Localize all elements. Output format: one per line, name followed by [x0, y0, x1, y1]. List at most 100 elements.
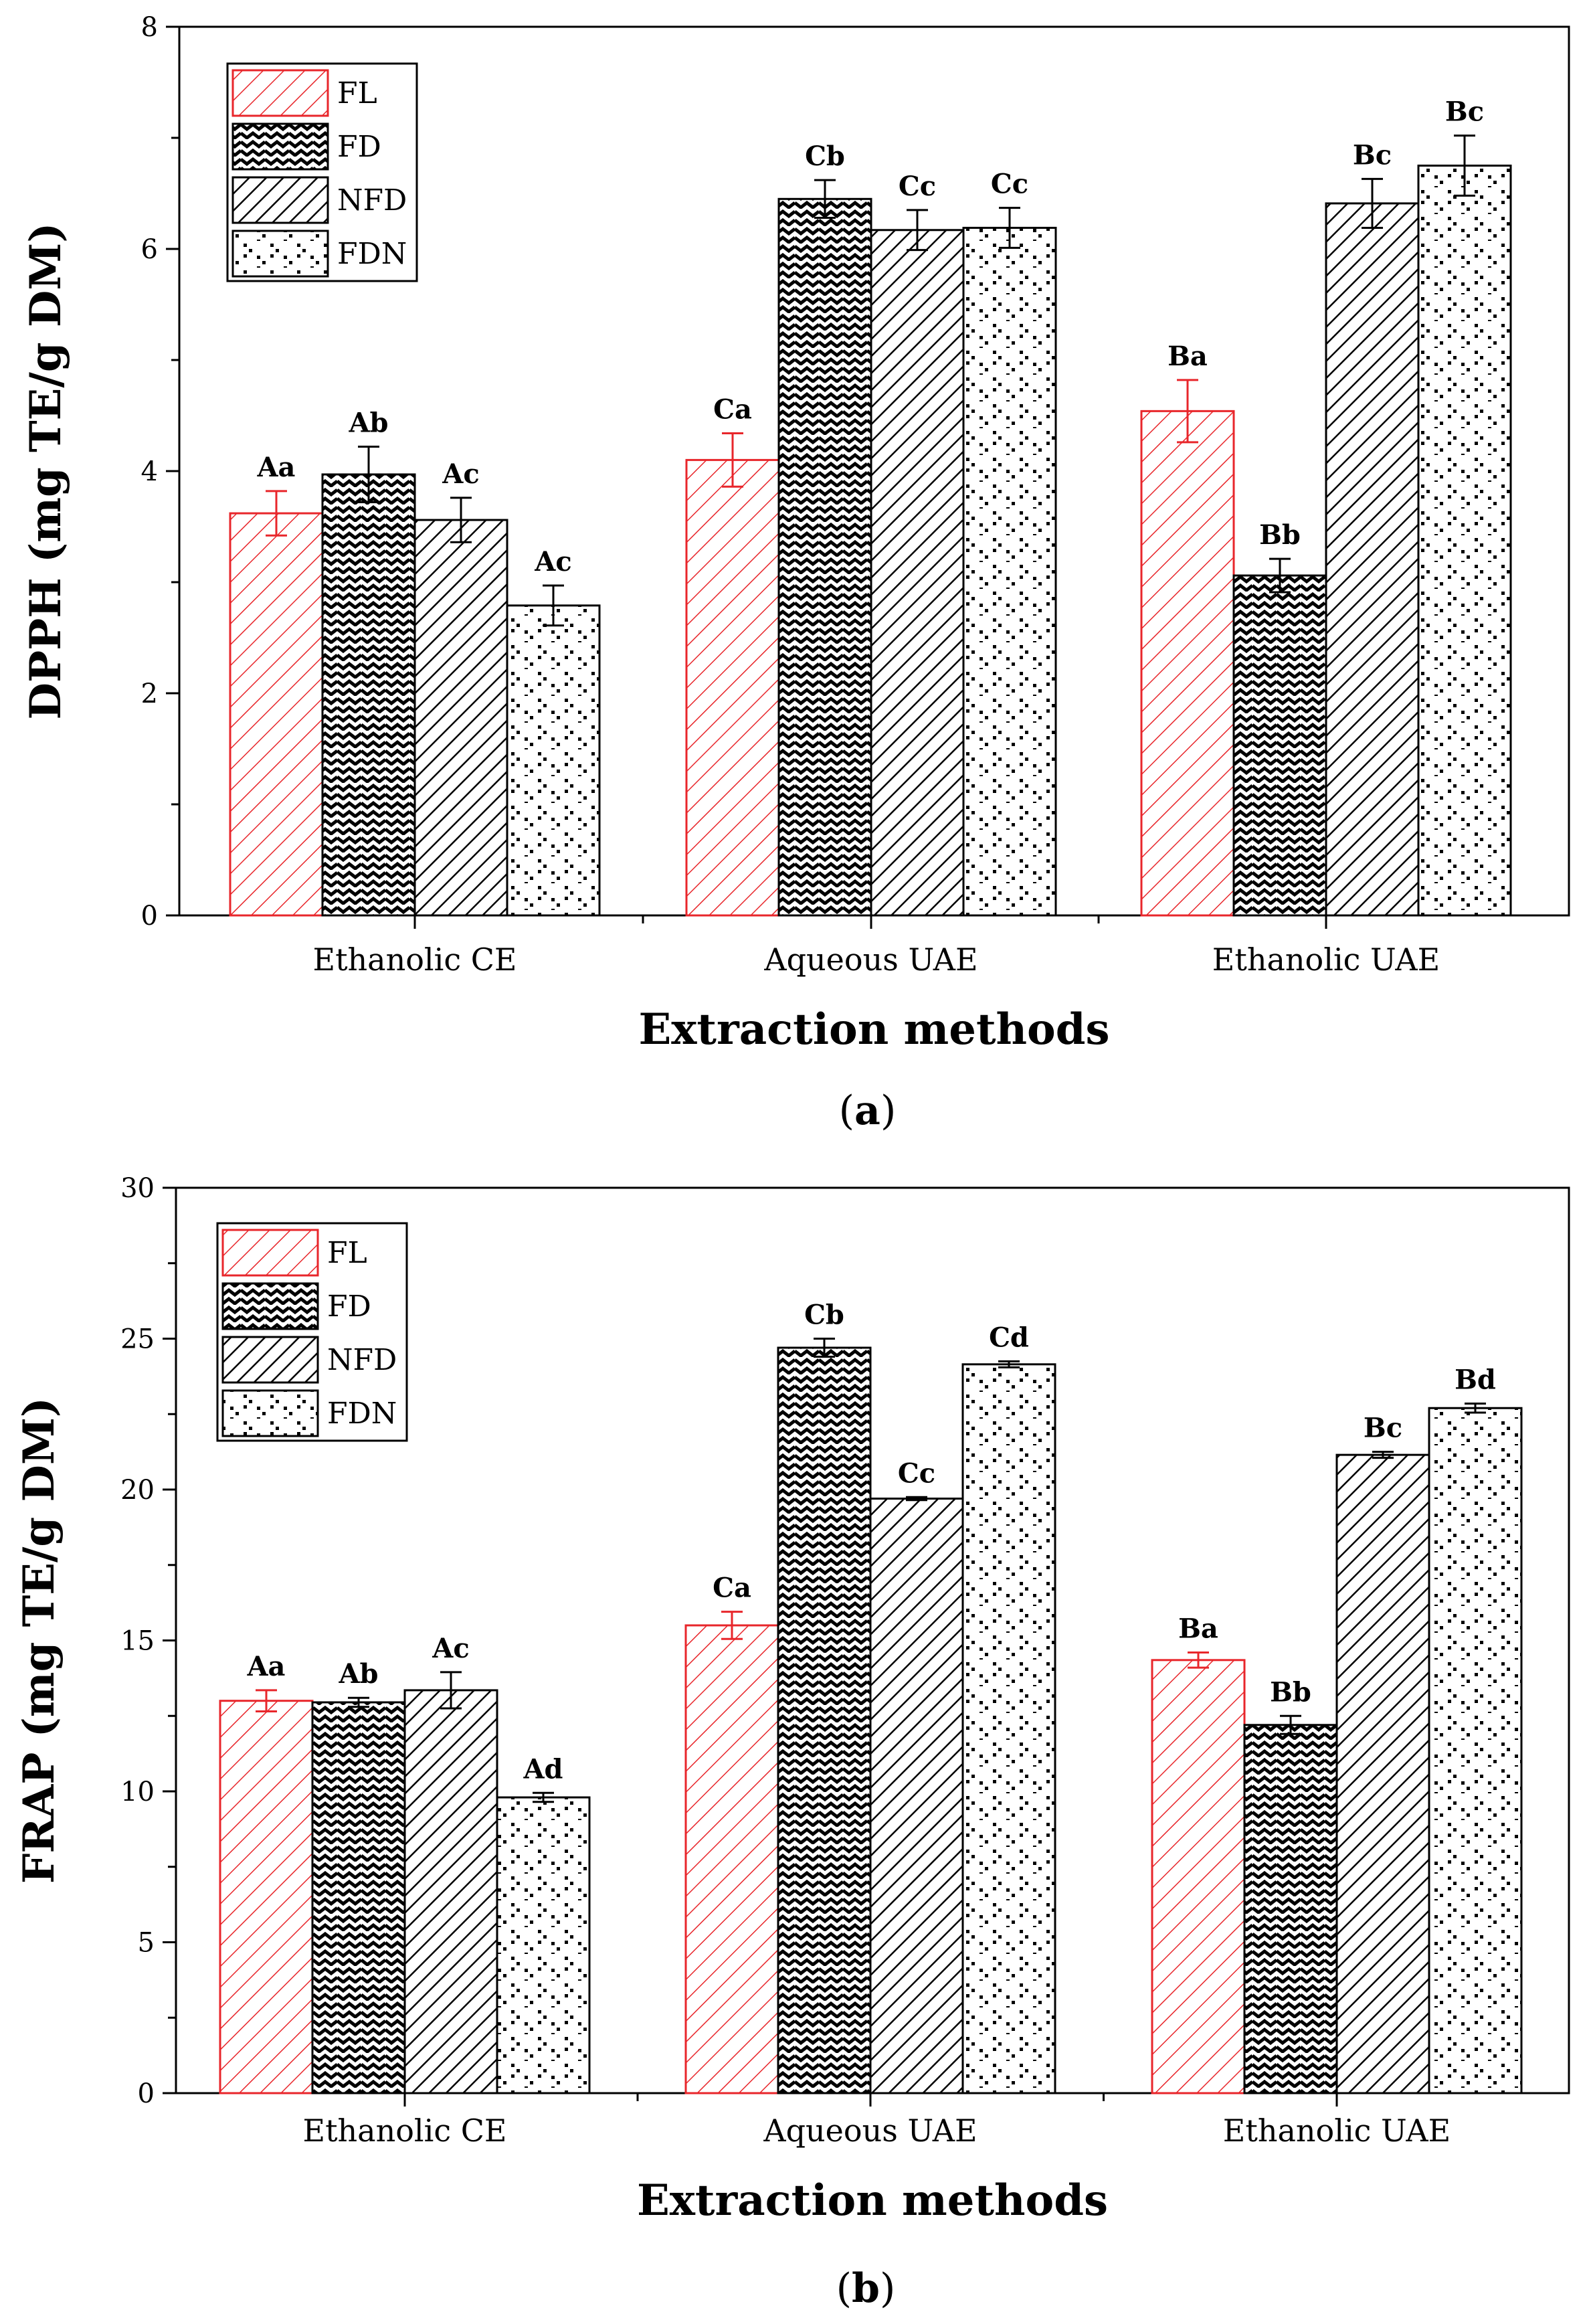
- error-bar: [998, 1360, 1020, 1368]
- x-tick-label: Ethanolic UAE: [1223, 2113, 1451, 2149]
- data-label: Bc: [1353, 139, 1392, 171]
- bar-nfd: [1335, 1453, 1430, 2094]
- data-label: Ac: [442, 458, 479, 490]
- bar-fd: [311, 1701, 406, 2094]
- bar-fd: [1243, 1724, 1338, 2094]
- chart-panel-a: 0 2 4 6 8 Ethanolic CE Aqueous UAE Ethanolic UA…: [21, 12, 1570, 1134]
- legend-swatch-fd: [221, 1282, 319, 1330]
- error-bar: [814, 179, 836, 219]
- bar-fdn: [1428, 1407, 1523, 2094]
- y-tick-label: 25: [120, 1324, 155, 1355]
- bar-fl: [219, 1700, 314, 2094]
- y-tick-label: 10: [120, 1777, 155, 1807]
- legend-swatch-nfd: [231, 176, 329, 224]
- data-label: Cc: [899, 171, 936, 202]
- legend-swatch-fdn: [221, 1389, 319, 1437]
- error-bar: [1465, 1402, 1486, 1414]
- error-bar: [1188, 1651, 1209, 1669]
- legend: FL FD NFD FDN: [226, 62, 418, 282]
- chart-panel-b: 0 5 10 15 20 25 30 Ethanolic CE Aqueous UAE Ethan…: [14, 1173, 1570, 2312]
- bar-fl: [685, 458, 780, 917]
- error-bar: [450, 497, 472, 543]
- legend-swatch-fd: [231, 122, 329, 171]
- error-bar: [348, 1696, 369, 1708]
- bar-fdn: [1417, 165, 1512, 917]
- legend-label: FDN: [327, 1397, 397, 1431]
- error-bar: [1362, 177, 1383, 229]
- panel-label: (a): [839, 1087, 897, 1134]
- data-label: Ca: [713, 394, 752, 426]
- y-tick-label: 30: [120, 1173, 155, 1204]
- bar-nfd: [869, 1498, 964, 2094]
- error-bar: [543, 584, 564, 627]
- y-tick-label: 5: [138, 1928, 155, 1959]
- x-tick-label: Ethanolic CE: [302, 2113, 506, 2149]
- y-axis-title: FRAP (mg TE/g DM): [14, 1397, 64, 1884]
- bar-nfd: [403, 1689, 498, 2094]
- error-bar: [1454, 135, 1475, 197]
- error-bar: [906, 1496, 927, 1502]
- error-bar: [1177, 379, 1198, 444]
- bar-nfd: [413, 519, 508, 917]
- y-tick-label: 20: [120, 1475, 155, 1506]
- error-bar: [266, 490, 287, 537]
- data-label: Bb: [1270, 1676, 1311, 1708]
- legend-label: FL: [337, 76, 377, 110]
- panel-label: (b): [836, 2265, 896, 2312]
- bar-nfd: [1325, 202, 1420, 917]
- bar-fdn: [506, 604, 601, 917]
- legend-label: FDN: [337, 237, 407, 271]
- bar-fdn: [961, 1363, 1056, 2094]
- bar-fl: [684, 1624, 779, 2094]
- bar-fd: [777, 1346, 872, 2094]
- data-label: Ab: [338, 1658, 378, 1690]
- error-bar: [1372, 1451, 1394, 1459]
- bar-fdn: [962, 226, 1057, 917]
- data-label: Ab: [348, 407, 388, 438]
- x-axis-title: Extraction methods: [637, 2175, 1108, 2226]
- x-axis-title: Extraction methods: [638, 1004, 1109, 1055]
- y-tick-label: 6: [141, 234, 158, 265]
- x-tick-label: Aqueous UAE: [763, 2113, 977, 2149]
- bar-fl: [1140, 410, 1235, 917]
- y-tick-label: 2: [141, 679, 158, 709]
- x-tick-label: Ethanolic UAE: [1212, 942, 1440, 978]
- data-label: Cb: [805, 141, 845, 172]
- data-label: Bc: [1445, 96, 1484, 128]
- data-label: Cc: [991, 169, 1028, 200]
- bar-fdn: [496, 1796, 591, 2094]
- data-label: Ad: [523, 1753, 563, 1785]
- legend-swatch-nfd: [221, 1336, 319, 1384]
- data-label: Bc: [1364, 1413, 1402, 1444]
- error-bar: [358, 445, 379, 503]
- error-bar: [256, 1689, 277, 1712]
- error-bar: [907, 209, 928, 252]
- data-label: Cd: [989, 1322, 1029, 1353]
- error-bar: [1280, 1714, 1301, 1735]
- legend-swatch-fl: [221, 1229, 319, 1277]
- error-bar: [440, 1671, 462, 1710]
- legend-swatch-fdn: [231, 230, 329, 278]
- error-bar: [814, 1338, 835, 1358]
- y-tick-label: 8: [141, 12, 158, 43]
- x-tick-label: Aqueous UAE: [763, 942, 977, 978]
- legend-label: FD: [327, 1289, 371, 1324]
- error-bar: [722, 432, 743, 488]
- data-label: Ac: [534, 546, 571, 577]
- legend-label: FL: [327, 1236, 367, 1270]
- error-bar: [999, 207, 1020, 249]
- y-tick-label: 0: [138, 2078, 155, 2109]
- x-tick-label: Ethanolic CE: [312, 942, 517, 978]
- legend-label: NFD: [327, 1343, 397, 1377]
- y-tick-label: 15: [120, 1626, 155, 1657]
- error-bar: [1269, 557, 1291, 594]
- data-label: Bb: [1259, 519, 1301, 551]
- data-label: Cb: [804, 1300, 844, 1331]
- data-label: Ca: [713, 1573, 751, 1604]
- data-label: Bd: [1455, 1364, 1496, 1395]
- y-axis-title: DPPH (mg TE/g DM): [21, 223, 71, 720]
- y-tick-label: 4: [141, 456, 158, 487]
- bar-fd: [321, 473, 416, 917]
- legend: FL FD NFD FDN: [216, 1222, 408, 1442]
